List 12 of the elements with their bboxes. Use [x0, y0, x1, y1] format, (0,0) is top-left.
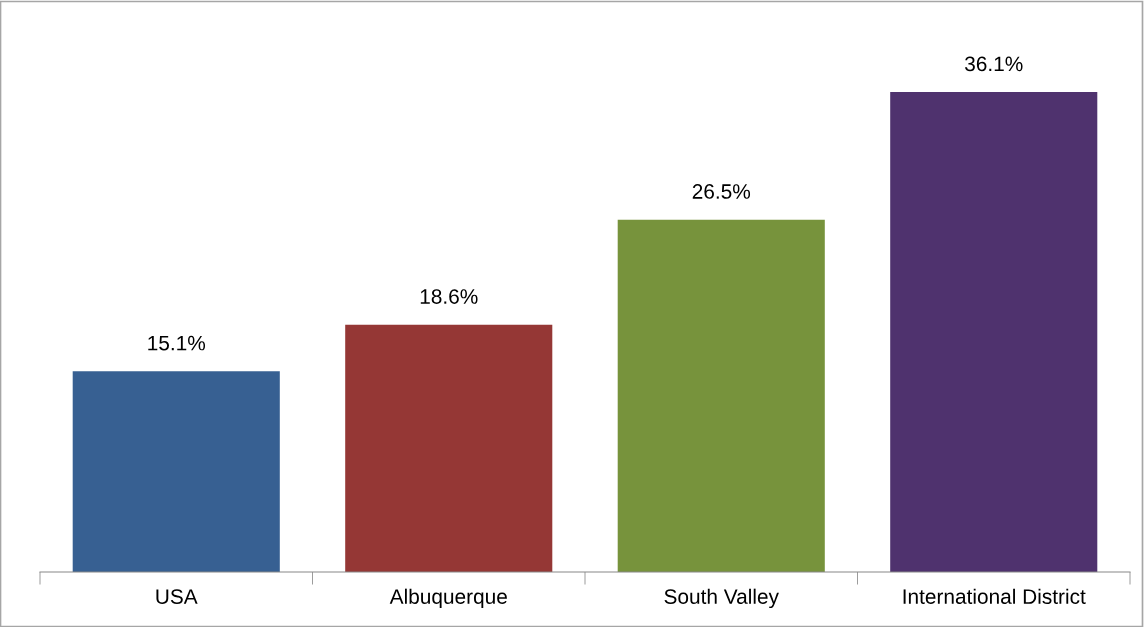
data-label: 26.5% — [692, 184, 751, 199]
x-tick-label: South Valley — [664, 588, 779, 609]
bar — [345, 324, 553, 572]
x-tick-label: USA — [156, 589, 198, 604]
data-label: 15.1% — [148, 335, 206, 351]
data-label: 36.1% — [965, 56, 1023, 72]
bar — [72, 371, 280, 572]
bar — [617, 219, 825, 572]
x-tick-label: Albuquerque — [389, 588, 507, 609]
bar — [890, 92, 1098, 572]
data-label: 18.6% — [420, 289, 478, 304]
x-tick-label: International District — [903, 588, 1086, 604]
